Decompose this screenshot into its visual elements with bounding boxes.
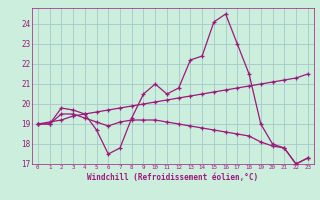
- X-axis label: Windchill (Refroidissement éolien,°C): Windchill (Refroidissement éolien,°C): [87, 173, 258, 182]
